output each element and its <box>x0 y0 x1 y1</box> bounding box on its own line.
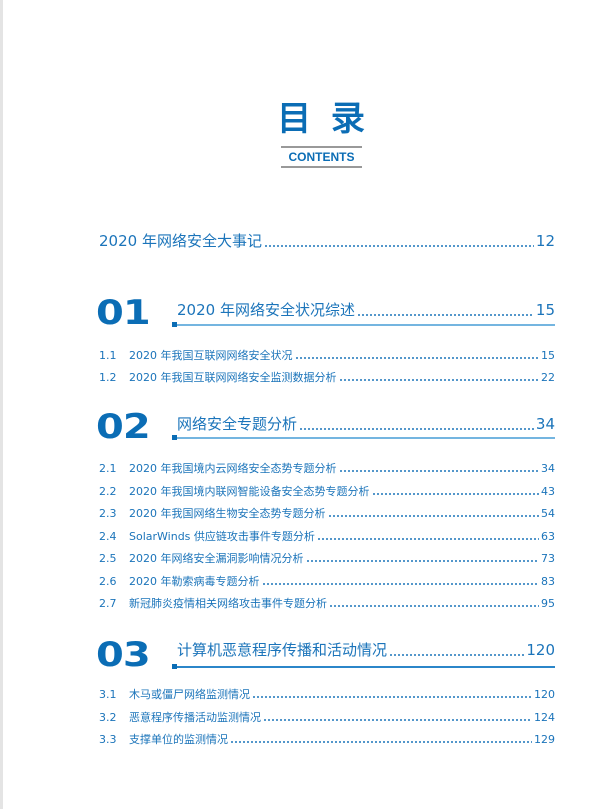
item-number: 2.1 <box>99 462 117 475</box>
item-page: 120 <box>534 688 555 701</box>
dot-leader <box>230 741 532 743</box>
page-edge <box>0 0 3 809</box>
section-rule <box>172 322 555 327</box>
contents-subtitle: CONTENTS <box>281 146 362 168</box>
dot-leader <box>299 428 534 430</box>
dot-leader <box>389 654 525 656</box>
toc-item[interactable]: 3.3 支撑单位的监测情况 129 <box>99 731 555 747</box>
toc-label: 计算机恶意程序传播和活动情况 <box>177 641 388 659</box>
dot-leader <box>261 583 539 585</box>
item-label: 2020 年我国境内云网络安全态势专题分析 <box>129 462 337 475</box>
toc-label: 2020 年网络安全状况综述 <box>177 301 355 319</box>
item-label: 恶意程序传播活动监测情况 <box>129 711 261 724</box>
item-label: 2020 年勒索病毒专题分析 <box>129 575 260 588</box>
toc-entry-intro[interactable]: 2020 年网络安全大事记 12 <box>99 230 555 251</box>
toc-item[interactable]: 2.5 2020 年网络安全漏洞影响情况分析 73 <box>99 550 555 566</box>
toc-section-02[interactable]: 网络安全专题分析 34 <box>177 413 555 434</box>
item-page: 15 <box>541 349 555 362</box>
item-page: 95 <box>541 597 555 610</box>
item-page: 129 <box>534 733 555 746</box>
item-number: 2.5 <box>99 552 117 565</box>
dot-leader <box>338 470 539 472</box>
item-number: 2.7 <box>99 597 117 610</box>
dot-leader <box>371 493 539 495</box>
item-number: 2.4 <box>99 530 117 543</box>
toc-page: 120 <box>526 641 555 659</box>
item-label: 2020 年我国网络生物安全态势专题分析 <box>129 507 326 520</box>
item-number: 2.3 <box>99 507 117 520</box>
toc-item[interactable]: 2.1 2020 年我国境内云网络安全态势专题分析 34 <box>99 460 555 476</box>
dot-leader <box>252 696 532 698</box>
toc-item[interactable]: 1.1 2020 年我国互联网网络安全状况 15 <box>99 347 555 363</box>
dot-leader <box>263 245 534 247</box>
page-title: 目 录 <box>277 99 369 139</box>
item-page: 22 <box>541 371 555 384</box>
item-page: 34 <box>541 462 555 475</box>
toc-label: 网络安全专题分析 <box>177 415 298 433</box>
item-label: 木马或僵尸网络监测情况 <box>129 688 250 701</box>
dot-leader <box>329 605 539 607</box>
toc-section-01[interactable]: 2020 年网络安全状况综述 15 <box>177 299 555 320</box>
section-number-03: 03 <box>96 635 151 675</box>
item-number: 3.3 <box>99 733 117 746</box>
item-page: 73 <box>541 552 555 565</box>
toc-item[interactable]: 3.1 木马或僵尸网络监测情况 120 <box>99 686 555 702</box>
item-page: 63 <box>541 530 555 543</box>
dot-leader <box>263 719 532 721</box>
item-label: 新冠肺炎疫情相关网络攻击事件专题分析 <box>129 597 327 610</box>
item-page: 124 <box>534 711 555 724</box>
section-number-02: 02 <box>96 407 151 447</box>
item-number: 2.2 <box>99 485 117 498</box>
item-number: 3.2 <box>99 711 117 724</box>
item-number: 1.1 <box>99 349 117 362</box>
dot-leader <box>338 379 539 381</box>
toc-section-03[interactable]: 计算机恶意程序传播和活动情况 120 <box>177 639 555 660</box>
toc-item[interactable]: 3.2 恶意程序传播活动监测情况 124 <box>99 709 555 725</box>
item-number: 2.6 <box>99 575 117 588</box>
section-rule <box>172 664 555 669</box>
item-label: 支撑单位的监测情况 <box>129 733 228 746</box>
toc-item[interactable]: 2.3 2020 年我国网络生物安全态势专题分析 54 <box>99 505 555 521</box>
toc-item[interactable]: 2.4 SolarWinds 供应链攻击事件专题分析 63 <box>99 528 555 544</box>
dot-leader <box>356 314 534 316</box>
section-rule <box>172 435 555 440</box>
toc-page: 34 <box>535 415 555 433</box>
item-page: 83 <box>541 575 555 588</box>
toc-page: 12 <box>535 232 555 250</box>
toc-item[interactable]: 2.2 2020 年我国境内联网智能设备安全态势专题分析 43 <box>99 483 555 499</box>
dot-leader <box>294 357 539 359</box>
item-label: 2020 年我国境内联网智能设备安全态势专题分析 <box>129 485 370 498</box>
item-page: 43 <box>541 485 555 498</box>
dot-leader <box>327 515 539 517</box>
item-label: 2020 年我国互联网网络安全监测数据分析 <box>129 371 337 384</box>
toc-page: 15 <box>535 301 555 319</box>
toc-item[interactable]: 2.6 2020 年勒索病毒专题分析 83 <box>99 573 555 589</box>
toc-item[interactable]: 2.7 新冠肺炎疫情相关网络攻击事件专题分析 95 <box>99 595 555 611</box>
toc-label: 2020 年网络安全大事记 <box>99 232 262 250</box>
item-label: SolarWinds 供应链攻击事件专题分析 <box>129 530 315 543</box>
dot-leader <box>305 560 539 562</box>
dot-leader <box>316 538 539 540</box>
item-label: 2020 年我国互联网网络安全状况 <box>129 349 293 362</box>
item-number: 3.1 <box>99 688 117 701</box>
item-label: 2020 年网络安全漏洞影响情况分析 <box>129 552 304 565</box>
toc-item[interactable]: 1.2 2020 年我国互联网网络安全监测数据分析 22 <box>99 369 555 385</box>
item-page: 54 <box>541 507 555 520</box>
section-number-01: 01 <box>96 293 151 333</box>
item-number: 1.2 <box>99 371 117 384</box>
